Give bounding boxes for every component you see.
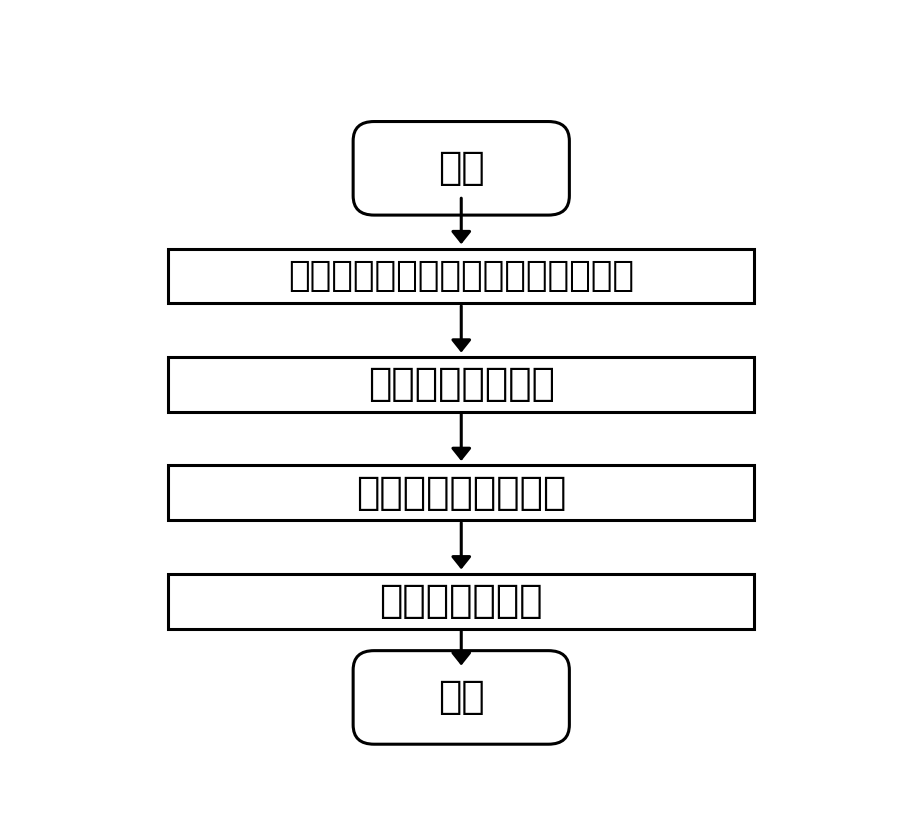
FancyBboxPatch shape bbox=[168, 357, 754, 412]
Text: 结束: 结束 bbox=[438, 679, 484, 716]
Text: 频率和衰减因子计算: 频率和衰减因子计算 bbox=[356, 473, 566, 512]
Text: 特征方程系数计算: 特征方程系数计算 bbox=[368, 365, 554, 403]
FancyBboxPatch shape bbox=[168, 574, 754, 628]
FancyBboxPatch shape bbox=[168, 249, 754, 303]
FancyBboxPatch shape bbox=[353, 122, 570, 215]
Text: 幅値和初相计算: 幅値和初相计算 bbox=[380, 582, 543, 620]
FancyBboxPatch shape bbox=[168, 465, 754, 520]
FancyBboxPatch shape bbox=[353, 650, 570, 744]
Text: 奇异値分解法信号模型实际阶数计算: 奇异値分解法信号模型实际阶数计算 bbox=[288, 259, 634, 293]
Text: 开始: 开始 bbox=[438, 149, 484, 188]
